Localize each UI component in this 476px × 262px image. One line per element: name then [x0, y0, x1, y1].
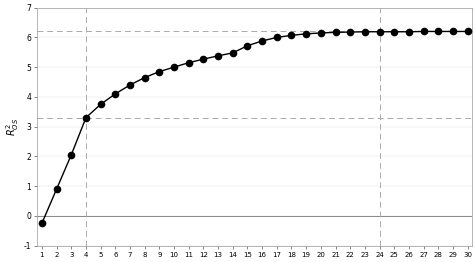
Y-axis label: $R^2_{OS}$: $R^2_{OS}$: [4, 118, 21, 136]
